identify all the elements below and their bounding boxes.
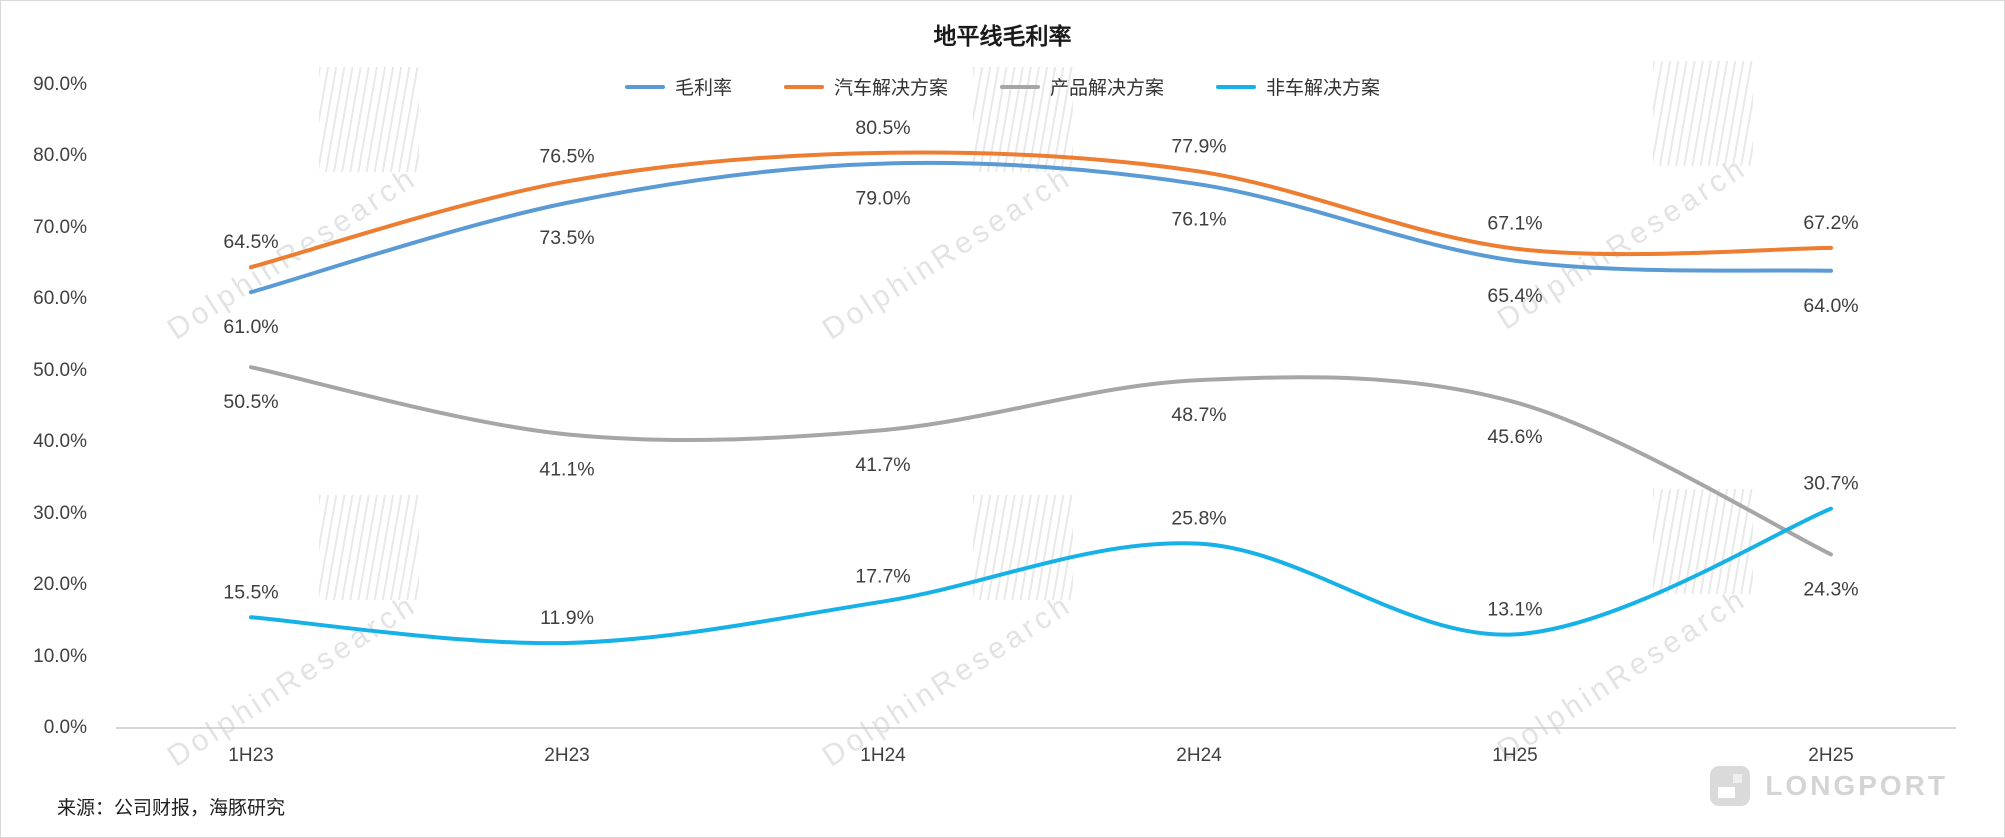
x-axis-label: 2H25: [1808, 745, 1854, 766]
data-label: 76.5%: [539, 145, 594, 167]
y-axis-label: 50.0%: [33, 359, 87, 381]
data-label: 11.9%: [540, 607, 594, 629]
y-axis-label: 80.0%: [33, 145, 87, 167]
y-axis-label: 30.0%: [33, 502, 87, 524]
watermark-hatch: [1653, 489, 1753, 594]
data-label: 79.0%: [855, 188, 910, 210]
legend-item: 产品解决方案: [1000, 73, 1164, 100]
watermark-hatch: [973, 495, 1073, 600]
legend-item: 非车解决方案: [1216, 73, 1380, 100]
brand-logo-text: LONGPORT: [1765, 770, 1948, 801]
data-label: 80.5%: [855, 117, 910, 139]
y-axis-label: 10.0%: [33, 645, 87, 667]
data-label: 30.7%: [1803, 473, 1858, 495]
series-line-3: [249, 506, 1833, 646]
legend-line-swatch: [624, 84, 665, 89]
data-label: 73.5%: [539, 227, 594, 249]
watermark-hatch: [319, 495, 419, 600]
legend-label: 毛利率: [674, 78, 732, 99]
data-label: 41.7%: [855, 454, 910, 476]
x-axis-label: 1H25: [1492, 745, 1538, 766]
data-label: 67.2%: [1803, 212, 1858, 234]
y-axis-label: 90.0%: [33, 74, 87, 95]
legend-line-swatch: [1000, 84, 1040, 89]
series-line-1: [249, 150, 1833, 270]
legend: 毛利率 汽车解决方案 产品解决方案 非车解决方案: [1, 73, 2004, 100]
legend-label: 汽车解决方案: [833, 78, 948, 99]
x-axis-label: 2H23: [544, 745, 590, 766]
data-label: 15.5%: [223, 581, 278, 603]
data-label: 48.7%: [1171, 404, 1226, 426]
data-label: 64.5%: [223, 231, 278, 253]
x-axis-label: 2H24: [1176, 745, 1222, 766]
source-note: 来源：公司财报，海豚研究: [57, 798, 286, 819]
data-label: 25.8%: [1171, 508, 1226, 530]
brand-logo: LONGPORT: [1709, 765, 1948, 807]
data-label: 76.1%: [1171, 208, 1226, 230]
legend-line-swatch: [1216, 84, 1257, 89]
watermark-hatch: [1653, 61, 1753, 166]
watermark-hatch: [319, 67, 419, 172]
series-line-0: [249, 160, 1833, 295]
legend-label: 产品解决方案: [1050, 78, 1165, 99]
y-axis-label: 20.0%: [33, 574, 87, 596]
series-line-2: [249, 365, 1833, 557]
y-axis-label: 0.0%: [43, 717, 87, 738]
data-label: 61.0%: [223, 316, 278, 338]
y-axis-label: 40.0%: [33, 431, 87, 453]
data-label: 17.7%: [855, 566, 910, 588]
data-label: 65.4%: [1487, 285, 1542, 307]
y-axis-label: 60.0%: [33, 288, 87, 310]
data-label: 67.1%: [1487, 213, 1542, 235]
legend-label: 非车解决方案: [1266, 78, 1381, 99]
data-label: 77.9%: [1171, 135, 1226, 157]
x-axis-label: 1H24: [860, 745, 906, 766]
data-label: 13.1%: [1487, 598, 1542, 620]
data-label: 64.0%: [1803, 295, 1858, 317]
chart-title: 地平线毛利率: [933, 23, 1072, 49]
data-label: 41.1%: [539, 458, 594, 480]
x-axis-label: 1H23: [228, 745, 274, 766]
data-label: 45.6%: [1487, 426, 1542, 448]
legend-line-swatch: [783, 84, 824, 89]
data-label: 50.5%: [223, 391, 278, 413]
legend-item: 毛利率: [624, 73, 732, 100]
data-label: 24.3%: [1803, 578, 1858, 600]
legend-item: 汽车解决方案: [783, 73, 948, 100]
longport-logo-icon: [1710, 766, 1751, 806]
y-axis-label: 70.0%: [33, 216, 87, 238]
